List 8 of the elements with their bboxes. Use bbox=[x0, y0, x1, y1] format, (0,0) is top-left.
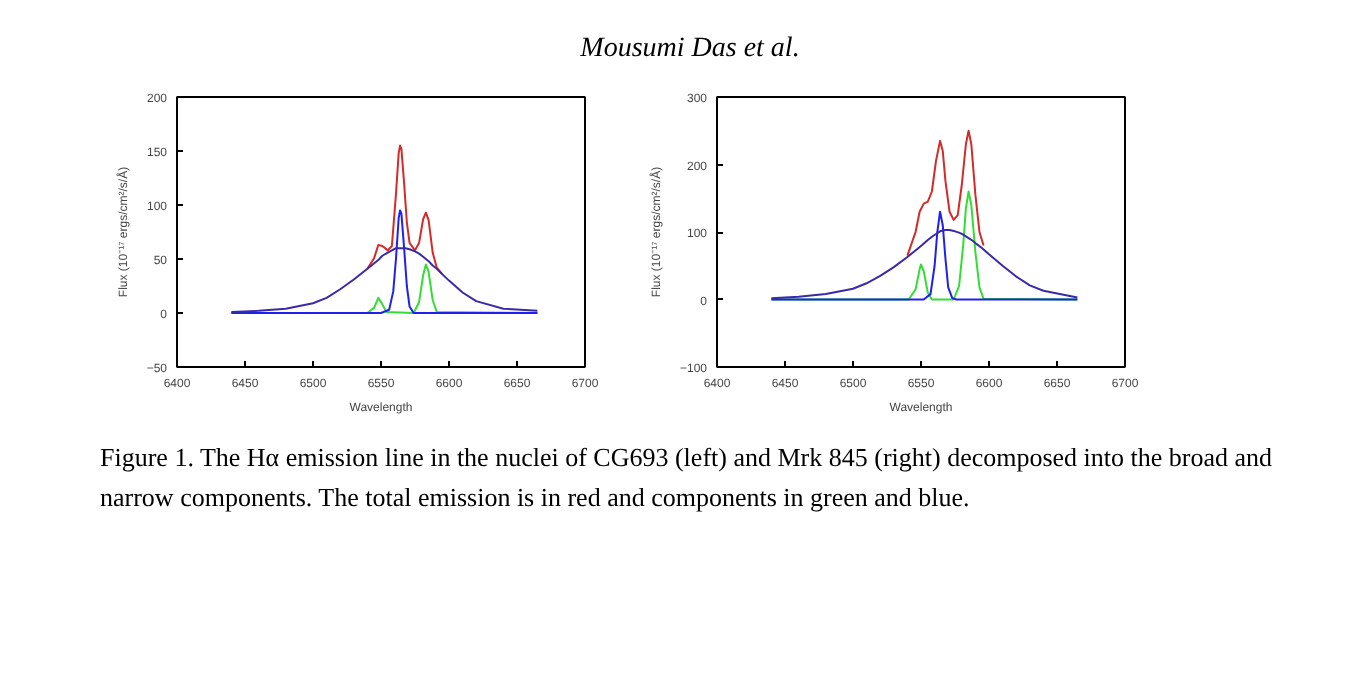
line-series bbox=[906, 129, 985, 257]
line-series bbox=[230, 209, 539, 314]
line-series bbox=[770, 228, 1079, 300]
caption: Figure 1. The Hα emission line in the nuclei of CG693 (left) and Mrk 845 (right) decomposed into the broad and narrow components. The total emission is in red and components in green and blue. bbox=[100, 440, 1275, 516]
line-series bbox=[230, 247, 539, 313]
line-series bbox=[366, 144, 444, 276]
line-series bbox=[770, 210, 1079, 301]
text: Mousumi Das et al. bbox=[580, 32, 800, 68]
